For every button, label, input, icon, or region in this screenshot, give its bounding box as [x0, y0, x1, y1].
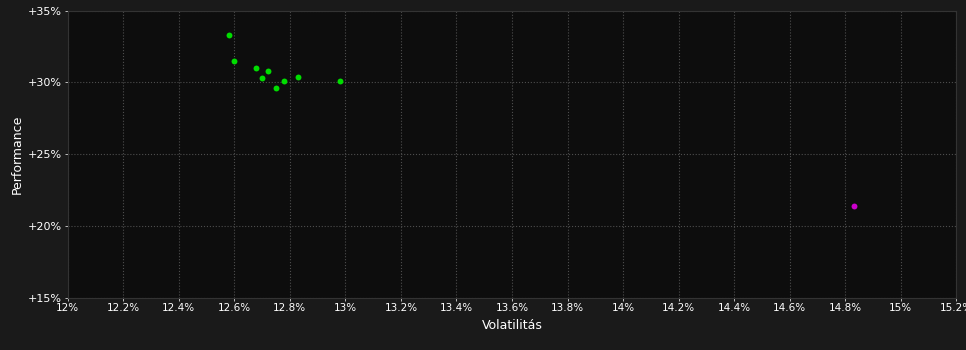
Point: [254, 75, 270, 81]
Point: [276, 78, 292, 84]
Point: [248, 65, 264, 71]
Point: [846, 203, 862, 209]
Point: [332, 78, 348, 84]
X-axis label: Volatilitás: Volatilitás: [481, 318, 543, 331]
Point: [226, 58, 242, 64]
Point: [269, 85, 284, 91]
Point: [260, 68, 275, 74]
Point: [221, 32, 237, 38]
Y-axis label: Performance: Performance: [11, 114, 24, 194]
Point: [291, 74, 306, 79]
